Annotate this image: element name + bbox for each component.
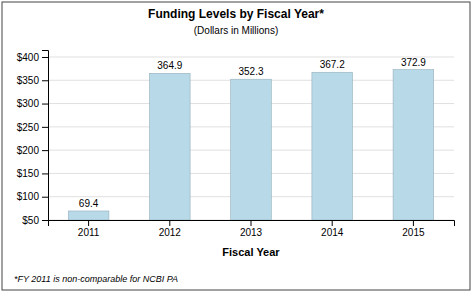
data-label: 372.9	[401, 57, 426, 68]
data-labels: 69.4 364.9 352.3 367.2 372.9	[79, 57, 426, 209]
y-tick-label: $50	[22, 215, 39, 226]
x-axis-line	[49, 221, 455, 227]
y-tick-label: $300	[17, 98, 40, 109]
footnote: *FY 2011 is non-comparable for NCBI PA	[14, 274, 178, 284]
data-label: 352.3	[238, 66, 263, 77]
x-tick: 2012	[159, 220, 182, 238]
x-tick-label: 2011	[78, 227, 100, 238]
y-tick-mark	[42, 197, 48, 198]
x-tick-mark	[413, 220, 414, 226]
plot: 69.4364.9352.3367.2372.9$50$100$150$200$…	[17, 51, 455, 239]
chart: Funding Levels by Fiscal Year* (Dollars i…	[0, 0, 472, 292]
y-tick-label: $200	[17, 145, 40, 156]
x-tick-label: 2013	[240, 227, 263, 238]
bar	[68, 211, 109, 220]
x-tick-label: 2015	[402, 227, 425, 238]
y-tick-mark	[42, 80, 48, 81]
title: Funding Levels by Fiscal Year*	[148, 7, 324, 21]
y-axis-line	[42, 51, 49, 221]
y-tick: $300	[17, 98, 48, 109]
x-tick-mark	[251, 220, 252, 226]
border	[2, 2, 470, 290]
x-tick-label: 2014	[321, 227, 344, 238]
x-tick-mark	[88, 220, 89, 226]
x-tick: 2013	[240, 220, 263, 238]
y-tick-label: $250	[17, 122, 40, 133]
grid	[48, 57, 454, 220]
bar	[393, 70, 434, 220]
y-tick: $350	[17, 75, 48, 86]
y-tick: $250	[17, 122, 48, 133]
y-tick: $150	[17, 168, 48, 179]
x-tick: 2014	[321, 220, 344, 238]
y-tick: $200	[17, 145, 48, 156]
x-tick-mark	[169, 220, 170, 226]
x-tick-label: 2012	[159, 227, 182, 238]
y-tick-mark	[42, 150, 48, 151]
x-tick: 2015	[402, 220, 425, 238]
bar	[150, 73, 191, 220]
y-tick-label: $100	[17, 191, 40, 202]
x-axis: 2011 2012 2013 2014 2015	[49, 220, 455, 238]
y-tick: $100	[17, 191, 48, 202]
x-axis-title: Fiscal Year	[222, 246, 280, 258]
y-tick-label: $400	[17, 52, 40, 63]
y-tick-mark	[42, 104, 48, 105]
data-label: 69.4	[79, 198, 99, 209]
y-tick-mark	[42, 173, 48, 174]
bar	[312, 72, 353, 220]
grid-line	[48, 56, 454, 57]
bars	[68, 70, 433, 220]
subtitle: (Dollars in Millions)	[194, 25, 278, 36]
data-label: 364.9	[157, 60, 182, 71]
bar	[231, 79, 272, 220]
y-tick: $50	[22, 215, 48, 226]
y-tick-label: $350	[17, 75, 40, 86]
y-tick-mark	[42, 57, 48, 58]
y-axis: $50 $100 $150 $200 $250 $300 $350 $400	[17, 51, 49, 226]
y-tick: $400	[17, 52, 48, 63]
y-tick-mark	[42, 220, 48, 221]
x-tick: 2011	[78, 220, 100, 238]
data-label: 367.2	[320, 59, 345, 70]
x-tick-mark	[332, 220, 333, 226]
y-tick-label: $150	[17, 168, 40, 179]
y-tick-mark	[42, 127, 48, 128]
